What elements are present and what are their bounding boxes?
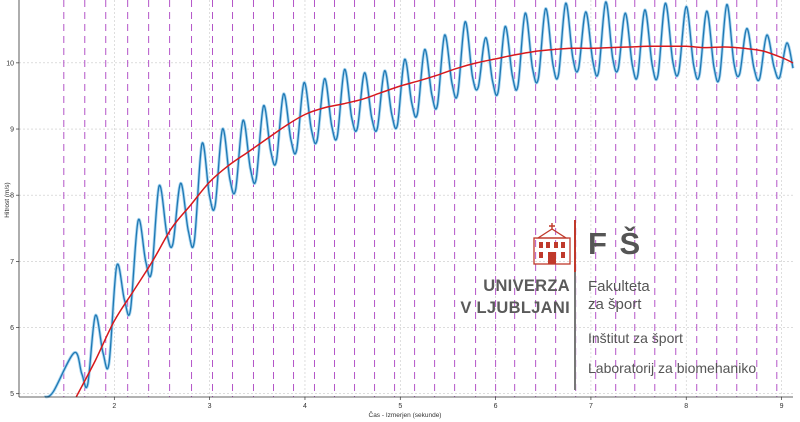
x-tick-label: 7	[589, 403, 593, 410]
axes: 2 3 4 5 6 7 8 9 5 6 7 8 9 10	[6, 0, 793, 410]
x-tick-label: 5	[398, 403, 402, 410]
x-tick-label: 4	[303, 403, 307, 410]
faculty-name-line2: za šport	[588, 296, 642, 313]
velocity-series-line	[44, 1, 794, 398]
y-tick-label: 5	[10, 391, 14, 398]
y-tick-label: 10	[6, 60, 14, 67]
x-tick-label: 8	[684, 403, 688, 410]
institution-logo: UNIVERZA V LJUBLJANI F Š Fakulteta za šp…	[460, 220, 794, 392]
lab-name: Laboratorij za biomehaniko	[588, 360, 757, 376]
logo-divider-accent	[574, 220, 576, 272]
y-axis-label: Hitrost (m/s)	[4, 182, 11, 217]
university-name-line2: V LJUBLJANI	[460, 299, 570, 317]
x-tick-label: 9	[780, 403, 784, 410]
logo-divider	[574, 220, 576, 390]
y-tick-label: 7	[10, 259, 14, 266]
faculty-name-line1: Fakulteta	[588, 278, 650, 295]
institute-name: Inštitut za šport	[588, 330, 683, 346]
x-axis-label: Čas - Izmerjen (sekunde)	[369, 410, 442, 419]
y-tick-label: 6	[10, 325, 14, 332]
step-markers	[63, 0, 778, 397]
average-velocity-line	[75, 45, 794, 398]
x-tick-label: 2	[112, 403, 116, 410]
faculty-monogram: F Š	[588, 226, 643, 261]
y-tick-label: 9	[10, 127, 14, 134]
x-tick-label: 6	[494, 403, 498, 410]
university-name-line1: UNIVERZA	[483, 277, 570, 295]
y-tick-label: 8	[10, 193, 14, 200]
university-building-icon	[533, 223, 571, 265]
x-tick-label: 3	[208, 403, 212, 410]
grid-lines	[19, 0, 793, 397]
series-layer	[43, 0, 795, 399]
